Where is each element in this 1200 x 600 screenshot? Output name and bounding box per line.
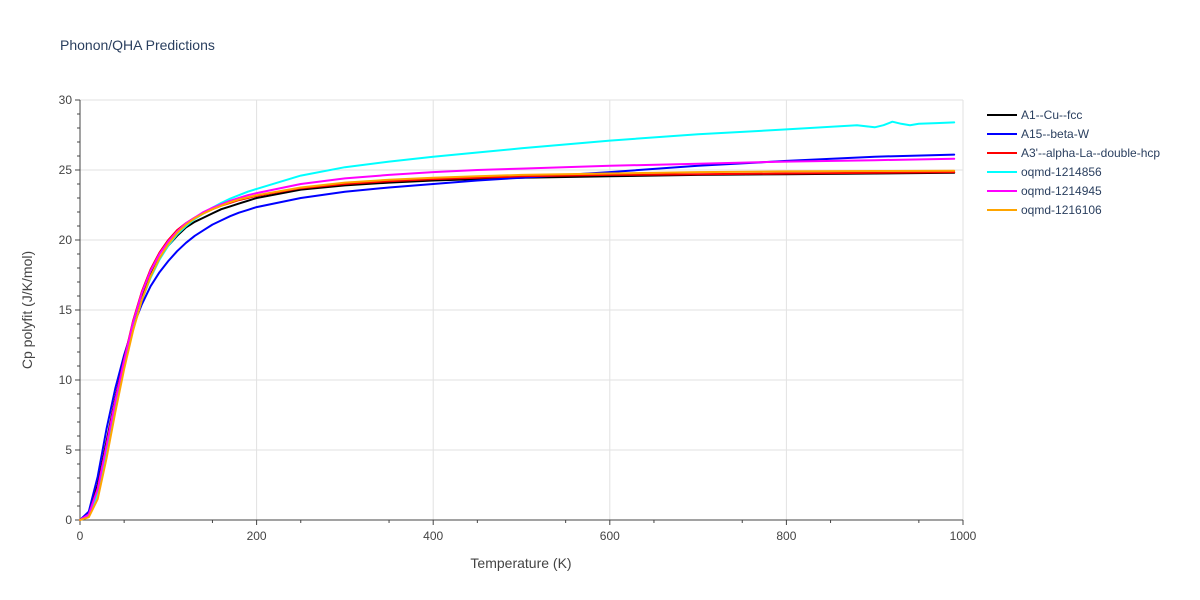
x-tick-label-4: 800 — [776, 529, 796, 543]
y-axis-title: Cp polyfit (J/K/mol) — [19, 251, 35, 369]
legend-item-1[interactable]: A15--beta-W — [987, 127, 1090, 141]
x-tick-label-0: 0 — [77, 529, 84, 543]
y-tick-label-4: 20 — [59, 233, 73, 247]
legend-label-2: A3'--alpha-La--double-hcp — [1021, 146, 1160, 160]
series-line-4 — [79, 157, 956, 521]
axes: 0 200 400 600 800 1000 0 5 10 15 20 25 30 — [59, 93, 977, 543]
y-tick-label-2: 10 — [59, 373, 73, 387]
series-line-3 — [79, 120, 956, 521]
y-tick-label-6: 30 — [59, 93, 73, 107]
x-tick-label-3: 600 — [600, 529, 620, 543]
y-tick-label-3: 15 — [59, 303, 73, 317]
legend-label-4: oqmd-1214945 — [1021, 184, 1102, 198]
legend-item-5[interactable]: oqmd-1216106 — [987, 203, 1102, 217]
x-tick-label-2: 400 — [423, 529, 443, 543]
x-tick-label-1: 200 — [247, 529, 267, 543]
legend-label-5: oqmd-1216106 — [1021, 203, 1102, 217]
legend-item-4[interactable]: oqmd-1214945 — [987, 184, 1102, 198]
legend-label-0: A1--Cu--fcc — [1021, 108, 1082, 122]
legend[interactable]: A1--Cu--fcc A15--beta-W A3'--alpha-La--dou… — [987, 108, 1160, 217]
y-tick-label-0: 0 — [65, 513, 72, 527]
x-axis-title: Temperature (K) — [470, 555, 571, 571]
y-tick-label-1: 5 — [65, 443, 72, 457]
legend-item-0[interactable]: A1--Cu--fcc — [987, 108, 1082, 122]
grid — [80, 99, 964, 520]
legend-label-3: oqmd-1214856 — [1021, 165, 1102, 179]
series-line-5 — [79, 169, 956, 521]
x-tick-label-5: 1000 — [950, 529, 977, 543]
series-lines — [79, 120, 956, 521]
legend-item-3[interactable]: oqmd-1214856 — [987, 165, 1102, 179]
legend-item-2[interactable]: A3'--alpha-La--double-hcp — [987, 146, 1160, 160]
chart-title: Phonon/QHA Predictions — [60, 37, 215, 53]
y-tick-label-5: 25 — [59, 163, 73, 177]
legend-label-1: A15--beta-W — [1021, 127, 1090, 141]
